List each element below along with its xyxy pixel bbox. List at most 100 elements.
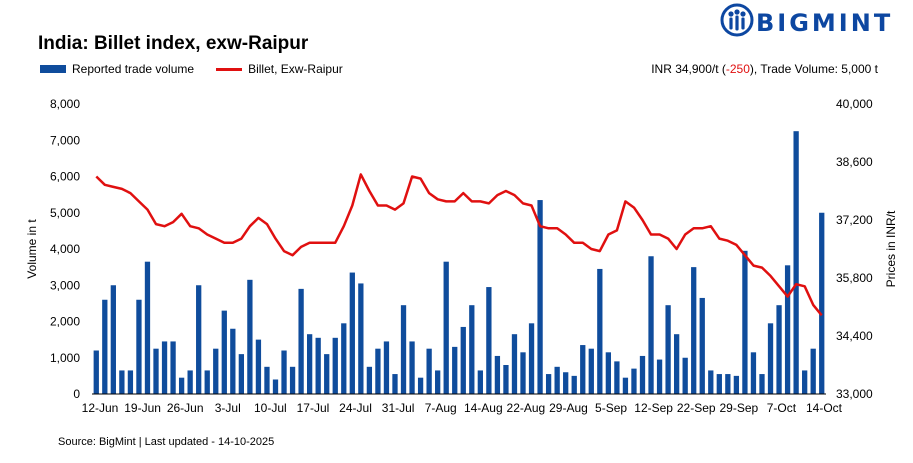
- volume-bar: [725, 374, 731, 394]
- volume-bar: [196, 285, 202, 394]
- x-tick-label: 26-Jun: [167, 401, 204, 415]
- volume-bar: [528, 323, 535, 394]
- volume-bar: [784, 265, 791, 394]
- volume-bar: [264, 366, 270, 394]
- y-left-tick-label: 5,000: [50, 206, 80, 220]
- price-line: [95, 173, 823, 317]
- volume-bar: [622, 377, 629, 394]
- x-tick-label: 10-Jul: [254, 401, 287, 415]
- volume-bar: [443, 261, 449, 394]
- price-line-layer: [95, 173, 823, 317]
- y-left-tick-label: 2,000: [50, 315, 80, 329]
- x-tick-label: 7-Aug: [425, 401, 457, 415]
- x-tick-label: 14-Aug: [464, 401, 503, 415]
- volume-bar: [383, 341, 390, 394]
- volume-bar: [315, 337, 321, 394]
- volume-bar: [366, 366, 373, 394]
- volume-bar: [409, 341, 415, 394]
- volume-bar: [520, 352, 526, 394]
- x-tick-label: 24-Jul: [339, 401, 372, 415]
- volume-bar: [435, 370, 441, 394]
- volume-bar: [281, 350, 287, 394]
- x-tick-label: 29-Aug: [549, 401, 588, 415]
- volume-bar: [759, 374, 765, 394]
- volume-bar: [136, 299, 142, 394]
- volume-bar: [605, 352, 612, 394]
- y-left-tick-label: 4,000: [50, 242, 80, 256]
- volume-bar: [648, 256, 654, 394]
- x-tick-label: 12-Sep: [634, 401, 673, 415]
- y-left-tick-label: 3,000: [50, 278, 80, 292]
- volume-bar: [93, 350, 99, 394]
- volume-bar: [494, 355, 501, 394]
- legend-swatch-price: [216, 67, 243, 71]
- volume-bar: [392, 374, 398, 394]
- source-note: Source: BigMint | Last updated - 14-10-2…: [58, 436, 275, 448]
- volume-bar: [691, 267, 697, 394]
- volume-bar: [349, 272, 355, 394]
- y-right-tick-label: 33,000: [836, 387, 873, 401]
- x-tick-label: 19-Jun: [124, 401, 161, 415]
- volume-bar: [682, 357, 688, 394]
- volume-bar: [332, 337, 338, 394]
- volume-bar: [460, 326, 466, 394]
- y-left-tick-label: 1,000: [50, 351, 80, 365]
- volume-bar: [699, 297, 705, 394]
- volume-bar: [733, 375, 740, 394]
- volume-bar: [580, 345, 586, 394]
- volume-bar: [750, 352, 757, 394]
- volume-bar: [119, 370, 125, 394]
- volume-bar: [102, 299, 108, 394]
- bigmint-logo: BIGMINT: [720, 3, 890, 39]
- volume-bar: [588, 348, 594, 394]
- volume-bar: [298, 288, 304, 394]
- chart-title: India: Billet index, exw-Raipur: [38, 33, 309, 54]
- volume-bar: [597, 268, 603, 394]
- volume-bar: [665, 305, 671, 394]
- volume-bar: [452, 346, 458, 394]
- y-left-axis: 8,000 7,000 6,000 5,000 4,000 3,000 2,000 1,000…: [50, 97, 80, 401]
- volume-bar: [716, 374, 722, 394]
- summary-change: -250: [725, 62, 750, 76]
- y-right-tick-label: 35,800: [836, 271, 873, 285]
- y-left-tick-label: 8,000: [50, 97, 80, 111]
- volume-bar: [545, 374, 552, 394]
- y-left-tick-label: 6,000: [50, 170, 80, 184]
- volume-bar: [656, 359, 663, 394]
- volume-bar: [571, 375, 577, 394]
- volume-bar: [486, 287, 492, 394]
- volume-bar: [153, 348, 159, 394]
- volume-bar: [187, 370, 193, 394]
- volume-bar: [238, 354, 245, 394]
- y-right-tick-label: 37,200: [836, 213, 873, 227]
- x-tick-label: 5-Sep: [595, 401, 627, 415]
- volume-bar: [255, 339, 262, 394]
- legend-swatch-volume: [40, 65, 66, 73]
- volume-bar: [767, 323, 774, 394]
- x-tick-label: 22-Aug: [507, 401, 546, 415]
- volume-bar: [127, 370, 134, 394]
- volume-bar: [375, 348, 381, 394]
- volume-bar: [221, 310, 227, 394]
- volume-bar: [230, 328, 236, 394]
- x-axis: 12-Jun 19-Jun 26-Jun 3-Jul 10-Jul 17-Jul 24-Ju…: [82, 401, 843, 415]
- volume-bar: [400, 305, 407, 394]
- volume-bar: [477, 370, 483, 394]
- volume-bar: [170, 341, 176, 394]
- volume-bar: [810, 348, 816, 394]
- summary-suffix: ), Trade Volume: 5,000 t: [749, 62, 878, 76]
- volume-bar: [554, 366, 560, 394]
- y-left-tick-label: 0: [73, 387, 80, 401]
- x-tick-label: 3-Jul: [215, 401, 241, 415]
- volume-bar: [247, 279, 253, 394]
- volume-bar: [144, 261, 151, 394]
- volume-bar: [324, 354, 330, 394]
- legend-label-volume: Reported trade volume: [72, 62, 195, 76]
- volume-bar: [213, 348, 219, 394]
- y-right-tick-label: 40,000: [836, 97, 873, 111]
- volume-bar: [511, 334, 518, 394]
- legend-item-price: Billet, Exw-Raipur: [216, 62, 343, 76]
- summary-prefix: INR 34,900/t (: [651, 62, 726, 76]
- volume-bar: [708, 370, 714, 394]
